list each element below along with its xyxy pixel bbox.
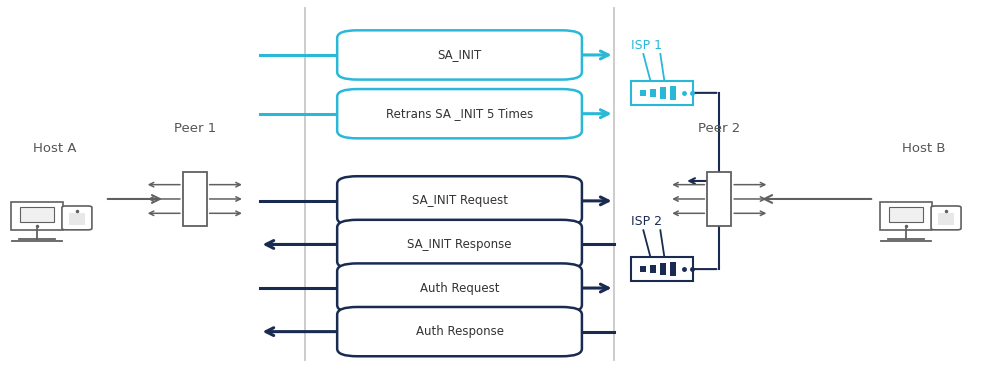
FancyBboxPatch shape	[631, 257, 693, 281]
Bar	[660, 87, 666, 99]
Bar	[20, 207, 54, 222]
FancyBboxPatch shape	[11, 202, 63, 230]
FancyBboxPatch shape	[631, 80, 693, 105]
Bar	[69, 213, 85, 224]
Bar	[650, 89, 656, 97]
FancyBboxPatch shape	[880, 202, 932, 230]
FancyBboxPatch shape	[337, 30, 581, 80]
Text: Peer 2: Peer 2	[698, 122, 740, 135]
Text: Auth Response: Auth Response	[416, 325, 503, 338]
Bar	[660, 263, 666, 275]
Text: SA_INIT Response: SA_INIT Response	[408, 238, 511, 251]
Bar	[670, 86, 676, 100]
Bar	[650, 265, 656, 273]
Bar	[670, 262, 676, 276]
Text: Retrans SA _INIT 5 Times: Retrans SA _INIT 5 Times	[386, 107, 533, 120]
FancyBboxPatch shape	[931, 206, 961, 230]
Text: ISP 2: ISP 2	[631, 215, 662, 228]
Bar	[889, 207, 923, 222]
FancyBboxPatch shape	[337, 89, 581, 138]
FancyBboxPatch shape	[337, 307, 581, 356]
FancyBboxPatch shape	[337, 263, 581, 313]
Text: SA_INIT Request: SA_INIT Request	[412, 194, 507, 207]
Text: Peer 1: Peer 1	[174, 122, 216, 135]
FancyBboxPatch shape	[62, 206, 92, 230]
FancyBboxPatch shape	[337, 220, 581, 269]
Text: Auth Request: Auth Request	[420, 282, 500, 294]
Bar	[640, 266, 646, 272]
Text: Host B: Host B	[902, 143, 946, 155]
Bar	[183, 172, 207, 226]
FancyBboxPatch shape	[337, 176, 581, 226]
Text: ISP 1: ISP 1	[631, 39, 662, 52]
Text: Host A: Host A	[33, 143, 77, 155]
Bar	[640, 90, 646, 96]
Bar	[707, 172, 731, 226]
Bar	[938, 213, 954, 224]
Text: SA_INIT: SA_INIT	[438, 49, 482, 61]
